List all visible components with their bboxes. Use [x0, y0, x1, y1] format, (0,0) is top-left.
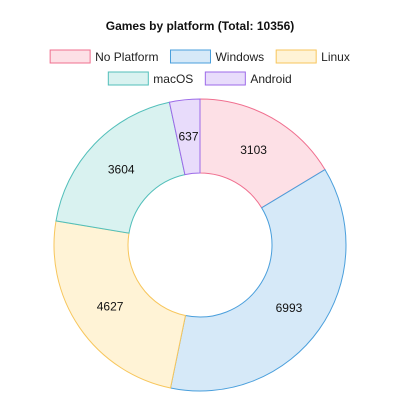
chart-title: Games by platform (Total: 10356)	[106, 19, 295, 33]
slice-value-label-linux: 4627	[97, 300, 124, 314]
legend-swatch-no-platform	[49, 49, 91, 64]
slice-labels: 3103 6993 4627 3604 637	[97, 130, 303, 315]
legend-item-android[interactable]: Android	[204, 71, 292, 86]
legend-swatch-linux	[275, 49, 317, 64]
slice-windows[interactable]	[169, 168, 347, 392]
slice-value-label-macos: 3604	[108, 163, 135, 177]
legend-item-windows[interactable]: Windows	[169, 49, 264, 64]
slice-android[interactable]	[168, 98, 201, 176]
legend-label-macos: macOS	[153, 72, 193, 86]
slice-linux[interactable]	[53, 220, 187, 389]
legend-label-android: Android	[250, 72, 291, 86]
slice-macos[interactable]	[55, 101, 186, 234]
slice-value-label-no-platform: 3103	[240, 143, 267, 157]
legend-label-linux: Linux	[321, 50, 350, 64]
legend-label-windows: Windows	[215, 50, 264, 64]
legend-item-linux[interactable]: Linux	[275, 49, 350, 64]
legend-label-no-platform: No Platform	[95, 50, 158, 64]
legend: No Platform Windows Linux macOS Android	[49, 49, 350, 86]
slice-value-label-windows: 6993	[276, 301, 303, 315]
legend-item-macos[interactable]: macOS	[107, 71, 193, 86]
legend-item-no-platform[interactable]: No Platform	[49, 49, 158, 64]
legend-swatch-windows	[169, 49, 211, 64]
slice-value-label-android: 637	[179, 130, 199, 144]
legend-swatch-android	[204, 71, 246, 86]
slices	[53, 98, 347, 392]
legend-swatch-macos	[107, 71, 149, 86]
